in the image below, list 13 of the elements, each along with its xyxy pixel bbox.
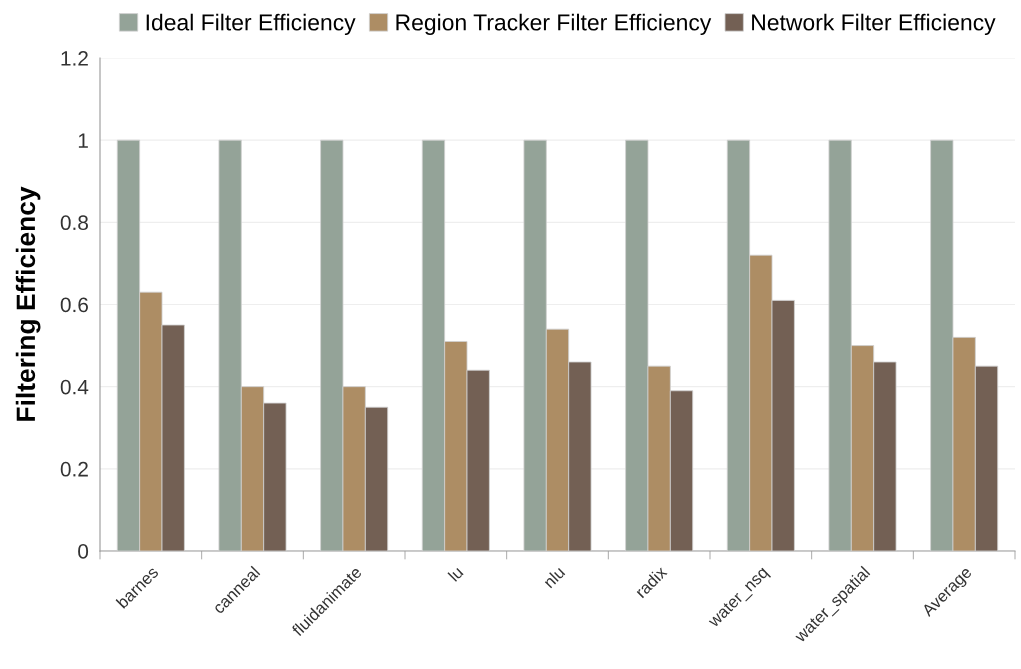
y-tick-label: 0.6 [60, 297, 88, 313]
y-tick-label: 0.8 [60, 215, 88, 231]
legend-label: Region Tracker Filter Efficiency [396, 13, 712, 36]
y-tick-label: 1 [78, 133, 88, 148]
x-tick-label: nlu [542, 565, 566, 589]
y-tick-label: 0.2 [60, 461, 88, 477]
legend-label: Network Filter Efficiency [752, 13, 996, 36]
y-axis-title: Filtering Efficiency [15, 186, 41, 421]
y-tick-label: 0.4 [60, 379, 89, 395]
y-tick-label: 1.2 [61, 51, 88, 66]
x-tick-label: lu [447, 565, 464, 582]
legend-label: Ideal Filter Efficiency [146, 13, 356, 36]
y-tick-label: 0 [78, 544, 89, 559]
